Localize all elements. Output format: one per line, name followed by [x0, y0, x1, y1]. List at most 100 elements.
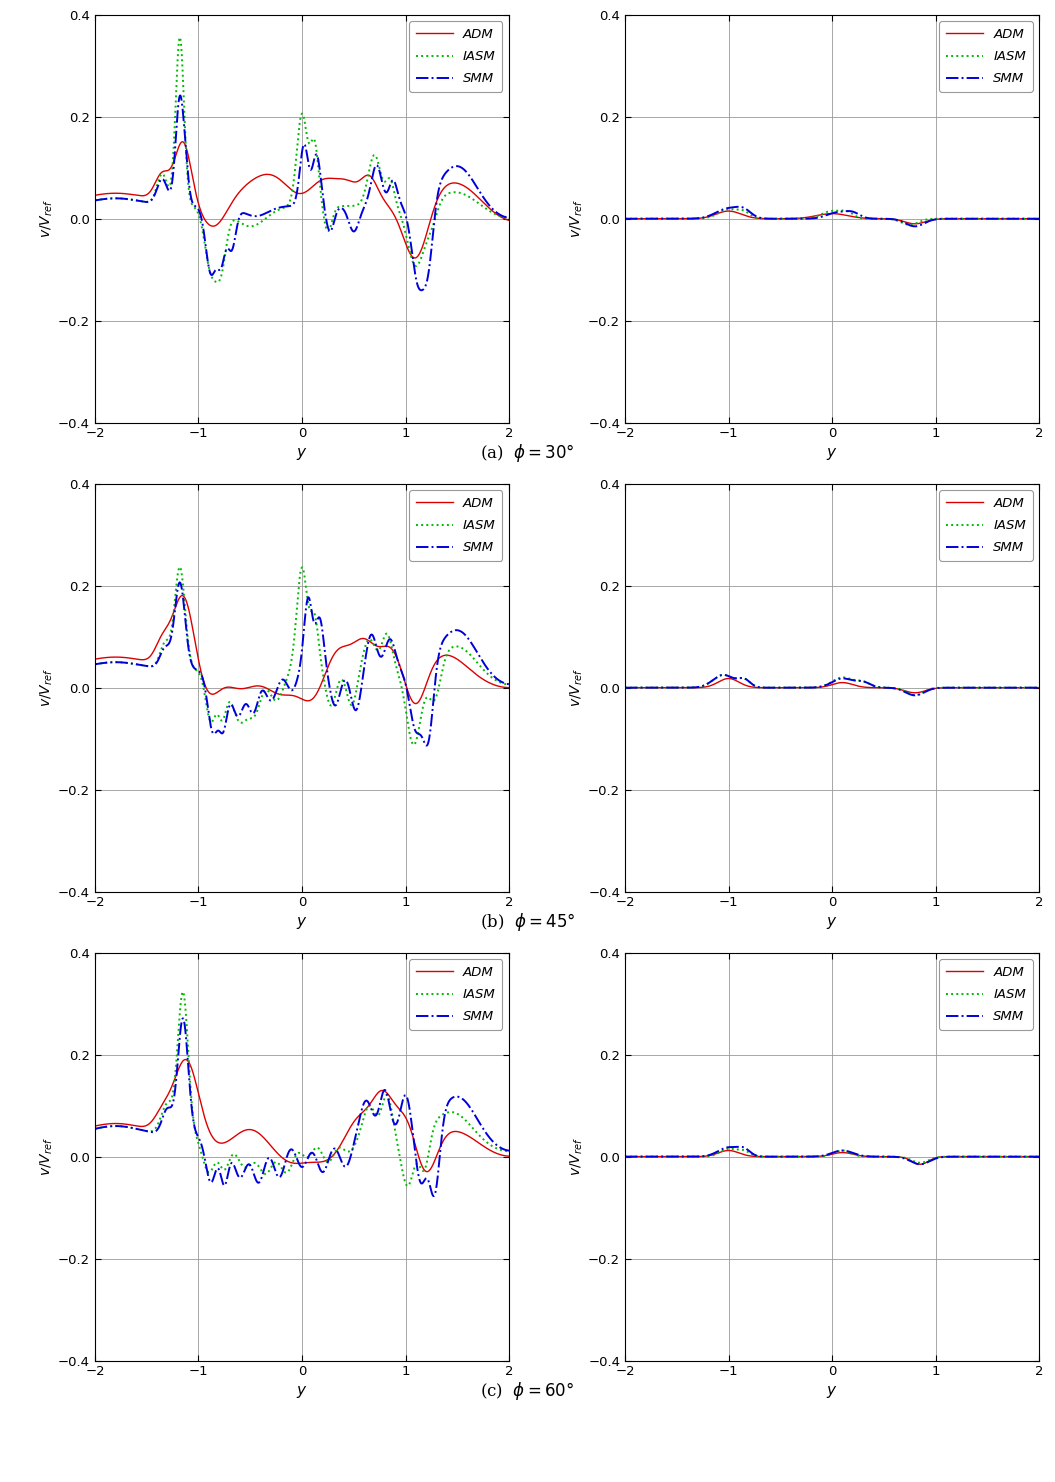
- SMM: [415, 1174, 427, 1192]
- ADM: [290, 1154, 303, 1172]
- Line: ADM: ADM: [625, 679, 1039, 692]
- X-axis label: $y$: $y$: [826, 1384, 838, 1400]
- ADM: [618, 1147, 631, 1165]
- SMM: [492, 205, 504, 222]
- Y-axis label: $v/V_{ref}$: $v/V_{ref}$: [569, 199, 586, 239]
- ADM: [618, 679, 631, 697]
- ADM: [492, 677, 504, 695]
- IASM: [809, 207, 822, 225]
- ADM: [639, 210, 652, 228]
- SMM: [174, 86, 187, 104]
- Line: IASM: IASM: [95, 568, 510, 745]
- IASM: [1021, 679, 1034, 697]
- Y-axis label: $v/V_{ref}$: $v/V_{ref}$: [569, 1137, 586, 1177]
- Line: ADM: ADM: [95, 596, 510, 704]
- SMM: [618, 679, 631, 697]
- IASM: [945, 210, 958, 228]
- ADM: [809, 679, 822, 697]
- ADM: [723, 1141, 735, 1159]
- SMM: [1021, 1147, 1034, 1165]
- SMM: [945, 210, 958, 228]
- SMM: [1033, 210, 1046, 228]
- IASM: [1033, 1147, 1046, 1165]
- IASM: [1033, 210, 1046, 228]
- SMM: [821, 1146, 833, 1163]
- IASM: [173, 559, 186, 576]
- SMM: [110, 654, 122, 671]
- SMM: [415, 728, 427, 745]
- SMM: [1021, 1147, 1034, 1165]
- Line: ADM: ADM: [625, 210, 1039, 224]
- IASM: [110, 1117, 122, 1135]
- SMM: [503, 209, 516, 227]
- IASM: [821, 1147, 833, 1165]
- Line: IASM: IASM: [95, 991, 510, 1186]
- Line: ADM: ADM: [625, 1150, 1039, 1165]
- ADM: [908, 215, 921, 233]
- Line: IASM: IASM: [625, 674, 1039, 695]
- SMM: [89, 191, 101, 209]
- Text: (b)  $\phi = 45\degree$: (b) $\phi = 45\degree$: [480, 911, 575, 934]
- ADM: [945, 210, 958, 228]
- Line: ADM: ADM: [95, 142, 510, 258]
- IASM: [821, 676, 833, 694]
- IASM: [110, 654, 122, 671]
- SMM: [491, 670, 503, 688]
- ADM: [89, 1117, 101, 1135]
- ADM: [415, 688, 427, 705]
- ADM: [415, 240, 427, 258]
- ADM: [491, 1144, 503, 1162]
- ADM: [503, 212, 516, 230]
- SMM: [176, 1009, 189, 1027]
- Y-axis label: $v/V_{ref}$: $v/V_{ref}$: [569, 668, 586, 707]
- ADM: [821, 1147, 833, 1165]
- ADM: [914, 1156, 926, 1174]
- SMM: [290, 673, 303, 691]
- ADM: [110, 648, 122, 665]
- ADM: [639, 679, 652, 697]
- ADM: [639, 1147, 652, 1165]
- IASM: [1021, 1147, 1034, 1165]
- SMM: [821, 206, 833, 224]
- Text: (a)  $\phi = 30\degree$: (a) $\phi = 30\degree$: [480, 442, 575, 464]
- ADM: [503, 679, 516, 697]
- SMM: [290, 1149, 303, 1166]
- ADM: [280, 686, 292, 704]
- IASM: [1021, 679, 1034, 697]
- Line: SMM: SMM: [95, 95, 510, 290]
- ADM: [409, 695, 422, 713]
- ADM: [290, 688, 303, 705]
- SMM: [110, 190, 122, 207]
- IASM: [492, 206, 504, 224]
- ADM: [89, 187, 101, 205]
- ADM: [821, 205, 833, 222]
- IASM: [280, 1163, 292, 1181]
- SMM: [503, 1141, 516, 1159]
- IASM: [110, 190, 122, 207]
- IASM: [415, 705, 427, 723]
- X-axis label: $y$: $y$: [296, 1384, 308, 1400]
- IASM: [724, 200, 736, 218]
- IASM: [809, 1147, 822, 1165]
- IASM: [290, 1146, 303, 1163]
- IASM: [89, 655, 101, 673]
- IASM: [176, 983, 189, 1000]
- IASM: [1033, 679, 1046, 697]
- IASM: [415, 247, 427, 265]
- SMM: [1021, 679, 1034, 697]
- ADM: [1021, 679, 1034, 697]
- X-axis label: $y$: $y$: [826, 914, 838, 931]
- ADM: [179, 1051, 192, 1069]
- IASM: [809, 679, 822, 697]
- SMM: [427, 1187, 440, 1205]
- IASM: [89, 1120, 101, 1138]
- ADM: [492, 206, 504, 224]
- IASM: [491, 1140, 503, 1157]
- Line: IASM: IASM: [95, 37, 510, 282]
- SMM: [732, 199, 745, 216]
- Legend: ADM, IASM, SMM: ADM, IASM, SMM: [409, 21, 502, 92]
- IASM: [407, 737, 420, 754]
- IASM: [290, 142, 303, 160]
- IASM: [1021, 1147, 1034, 1165]
- ADM: [908, 683, 921, 701]
